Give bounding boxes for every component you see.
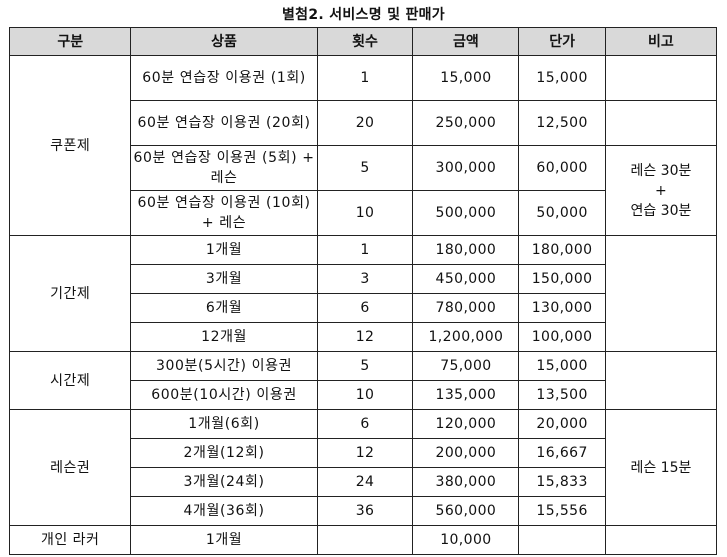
count-cell: 20 [316,100,414,146]
table-row: 60분 연습장 이용권 (5회) + 레슨 5 300,000 60,000 레… [10,145,718,236]
document-title: 별첨2. 서비스명 및 판매가 [282,7,445,23]
amount-cell: 450,000 [412,264,520,294]
product-cell: 60분 연습장 이용권 (1회) [130,55,318,101]
note-cell-empty [604,525,718,555]
note-cell-empty [604,351,718,410]
table-row: 60분 연습장 이용권 (20회) 20 250,000 12,500 [10,100,718,146]
unit-price-cell [518,525,606,555]
price-table: 구분 상품 횟수 금액 단가 비고 쿠폰제 60분 연습장 이용권 (1회) 1… [8,27,718,555]
amount-cell: 780,000 [412,293,520,323]
product-cell: 1개월 [130,235,318,265]
category-cell: 기간제 [8,235,132,352]
product-cell: 60분 연습장 이용권 (10회) + 레슨 [130,190,318,236]
product-cell: 600분(10시간) 이용권 [130,380,318,410]
count-cell [316,525,414,555]
unit-price-cell: 60,000 [518,145,606,191]
header-row: 구분 상품 횟수 금액 단가 비고 [8,27,718,56]
table-row: 600분(10시간) 이용권 10 135,000 13,500 [10,380,717,410]
amount-cell: 1,200,000 [412,322,520,352]
product-cell: 1개월(6회) [130,409,318,439]
amount-cell: 300,000 [412,145,520,191]
note-cell: 레슨 30분 + 연습 30분 [604,145,718,236]
unit-price-cell: 150,000 [518,264,606,294]
product-cell: 3개월 [130,264,318,294]
unit-price-cell: 20,000 [518,409,606,439]
product-cell: 60분 연습장 이용권 (20회) [130,100,318,146]
amount-cell: 560,000 [412,496,520,526]
count-cell: 12 [316,438,414,468]
table-row: 쿠폰제 60분 연습장 이용권 (1회) 1 15,000 15,000 [8,55,718,236]
product-cell: 3개월(24회) [130,467,318,497]
unit-price-cell: 13,500 [518,380,606,410]
amount-cell: 10,000 [412,525,520,555]
table-row: 60분 연습장 이용권 (10회) + 레슨 10 500,000 50,000 [10,190,717,236]
table-row: 시간제 300분(5시간) 이용권 5 75,000 15,000 [8,351,718,410]
amount-cell: 180,000 [412,235,520,265]
product-cell: 4개월(36회) [130,496,318,526]
header-note: 비고 [604,27,718,56]
amount-cell: 120,000 [412,409,520,439]
amount-cell: 500,000 [412,190,520,236]
header-product: 상품 [130,27,318,56]
header-unit-price: 단가 [518,27,606,56]
table-row: 3개월 3 450,000 150,000 [10,264,717,294]
table-row: 기간제 1개월 1 180,000 180,000 [8,235,718,352]
unit-price-cell: 130,000 [518,293,606,323]
count-cell: 5 [316,145,414,191]
count-cell: 1 [316,55,414,101]
amount-cell: 75,000 [412,351,520,381]
product-cell: 60분 연습장 이용권 (5회) + 레슨 [130,145,318,191]
product-cell: 300분(5시간) 이용권 [130,351,318,381]
note-cell-empty [604,55,718,101]
amount-cell: 135,000 [412,380,520,410]
table-row: 3개월(24회) 24 380,000 15,833 [10,467,717,497]
unit-price-cell: 50,000 [518,190,606,236]
category-cell: 레슨권 [8,409,132,526]
unit-price-cell: 15,000 [518,351,606,381]
unit-price-cell: 16,667 [518,438,606,468]
table-row: 6개월 6 780,000 130,000 [10,293,717,323]
header-amount: 금액 [412,27,520,56]
category-cell: 개인 라커 [8,525,132,555]
product-cell: 6개월 [130,293,318,323]
category-cell: 쿠폰제 [8,55,132,236]
category-cell: 시간제 [8,351,132,410]
count-cell: 24 [316,467,414,497]
note-line: 연습 30분 [630,202,692,219]
unit-price-cell: 12,500 [518,100,606,146]
note-cell-empty [604,100,718,146]
unit-price-cell: 180,000 [518,235,606,265]
count-cell: 1 [316,235,414,265]
count-cell: 3 [316,264,414,294]
note-line: + [655,182,667,199]
header-category: 구분 [8,27,132,56]
note-line: 레슨 30분 [630,162,692,179]
count-cell: 6 [316,293,414,323]
table-row: 2개월(12회) 12 200,000 16,667 [10,438,717,468]
unit-price-cell: 15,833 [518,467,606,497]
amount-cell: 15,000 [412,55,520,101]
amount-cell: 250,000 [412,100,520,146]
table-row: 개인 라커 1개월 10,000 [8,525,718,555]
count-cell: 5 [316,351,414,381]
amount-cell: 380,000 [412,467,520,497]
table-row: 레슨권 1개월(6회) 6 120,000 20,000 레슨 15분 [8,409,718,526]
product-cell: 1개월 [130,525,318,555]
note-cell-empty [604,235,718,352]
header-count: 횟수 [316,27,414,56]
product-cell: 2개월(12회) [130,438,318,468]
count-cell: 6 [316,409,414,439]
count-cell: 10 [316,190,414,236]
note-cell: 레슨 15분 [604,409,718,526]
unit-price-cell: 100,000 [518,322,606,352]
count-cell: 36 [316,496,414,526]
count-cell: 12 [316,322,414,352]
unit-price-cell: 15,000 [518,55,606,101]
count-cell: 10 [316,380,414,410]
amount-cell: 200,000 [412,438,520,468]
unit-price-cell: 15,556 [518,496,606,526]
product-cell: 12개월 [130,322,318,352]
table-row: 4개월(36회) 36 560,000 15,556 [10,496,717,526]
